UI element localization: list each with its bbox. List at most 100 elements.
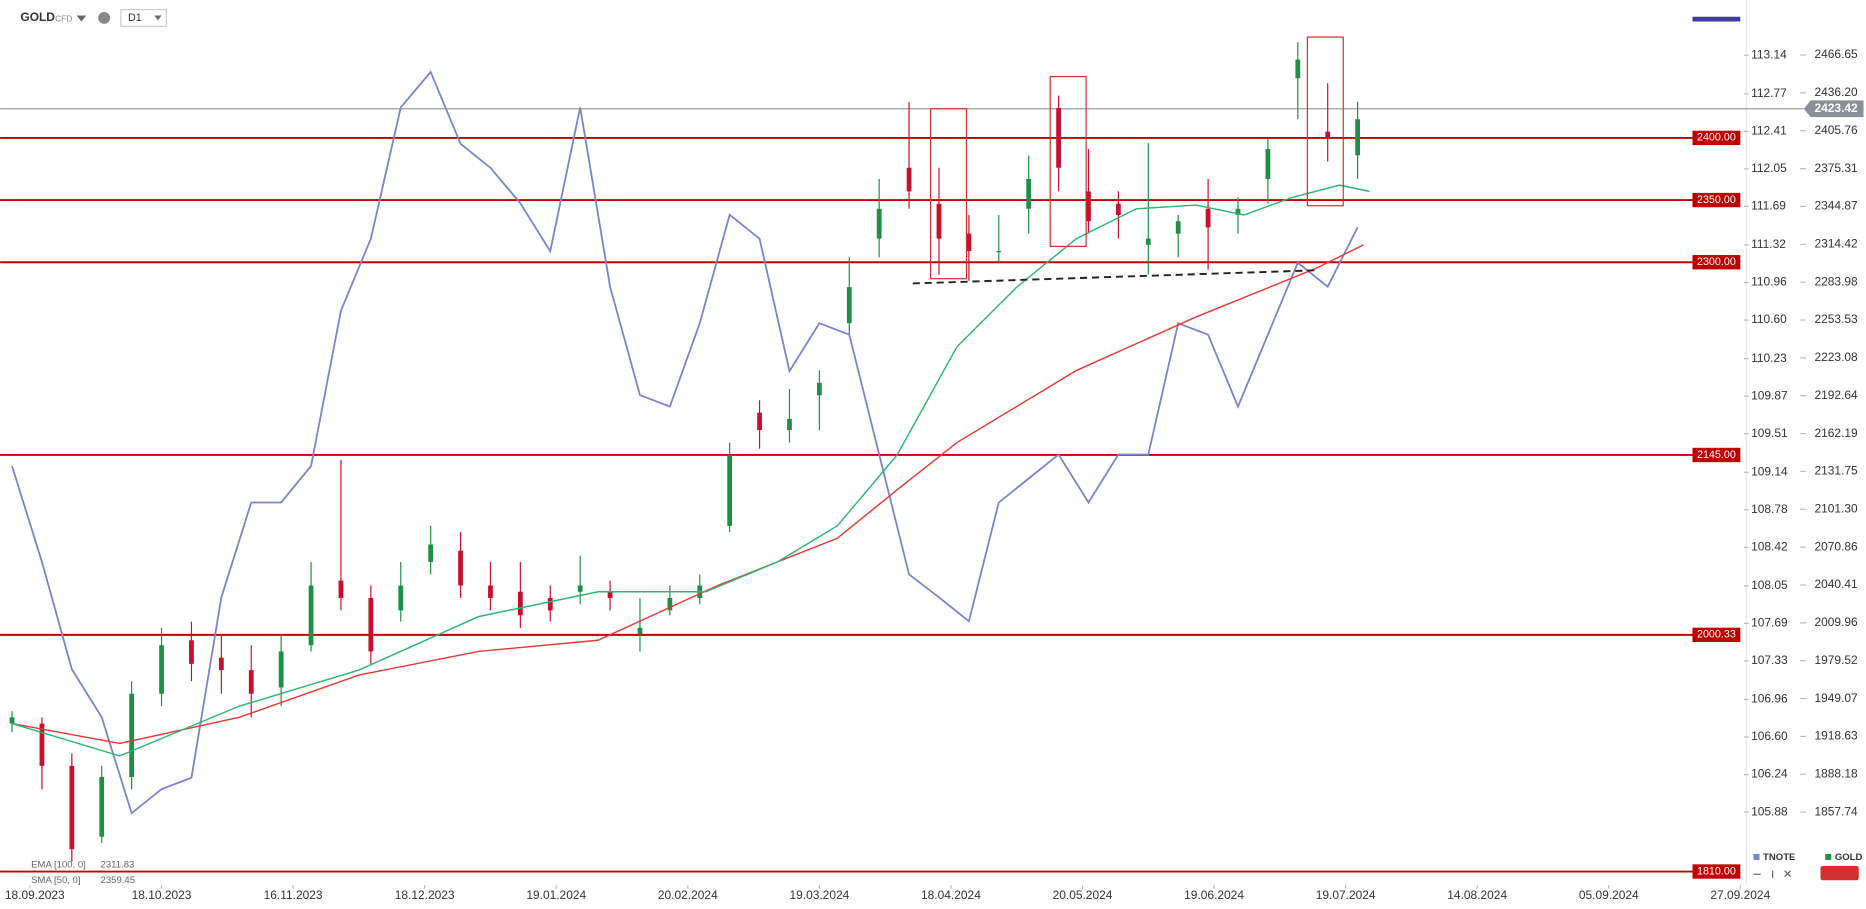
x-tick-label: 18.09.2023 xyxy=(5,888,65,902)
x-tick-label: 14.08.2024 xyxy=(1447,888,1507,902)
candle-body xyxy=(99,777,105,837)
candle-body xyxy=(308,585,314,646)
close-button[interactable] xyxy=(1820,865,1859,881)
y2-tick-label: 113.14 xyxy=(1751,47,1787,61)
timeframe-select[interactable] xyxy=(120,8,167,27)
x-tick-label: 27.09.2024 xyxy=(1710,888,1770,902)
y2-tick-label: 110.23 xyxy=(1751,351,1787,365)
candle-body xyxy=(1265,149,1271,179)
y-tick-label: 2192.64 xyxy=(1814,388,1858,402)
candle-body xyxy=(129,693,135,778)
x-tick-label: 18.12.2023 xyxy=(395,888,455,902)
y-tick-label: 1979.52 xyxy=(1814,653,1858,667)
candle-body xyxy=(936,203,942,239)
candle-body xyxy=(816,382,822,396)
timeframe-arrow xyxy=(154,15,162,21)
candle-body xyxy=(787,418,792,431)
candle-body xyxy=(1086,191,1091,222)
timeframe: D1 xyxy=(128,12,142,24)
market: CFD xyxy=(55,13,72,23)
candle-body xyxy=(1325,131,1331,138)
level-label-box xyxy=(1692,130,1741,146)
candle-body xyxy=(906,167,912,192)
trend-line xyxy=(912,269,1316,285)
y2-tick-label: 109.51 xyxy=(1751,426,1788,440)
candle-body xyxy=(9,717,15,724)
y2-tick-label: 105.88 xyxy=(1751,804,1788,818)
level-label-box xyxy=(1692,627,1741,643)
y-tick-label: 2101.30 xyxy=(1814,501,1858,515)
indicator-value: 2359.45 xyxy=(101,875,136,886)
y-tick-label: 2283.98 xyxy=(1814,274,1858,288)
pattern-box xyxy=(1306,36,1344,207)
level-label: 2145.00 xyxy=(1697,449,1736,461)
y-tick-label: 2162.19 xyxy=(1814,426,1858,440)
candle-body xyxy=(1235,208,1241,215)
x-tick-label: 18.04.2024 xyxy=(921,888,981,902)
candle-body xyxy=(517,591,523,616)
candle-body xyxy=(248,670,254,694)
annotations xyxy=(912,36,1344,285)
y-tick-label: 1918.63 xyxy=(1814,729,1858,743)
candle-body xyxy=(757,412,762,431)
y-tick-label: 2466.65 xyxy=(1814,47,1858,61)
x-tick-label: 19.07.2024 xyxy=(1316,888,1376,902)
candle-body xyxy=(1115,203,1121,215)
y2-tick-label: 112.05 xyxy=(1751,161,1787,175)
candle-body xyxy=(876,208,882,239)
level-label: 1810.00 xyxy=(1697,865,1736,877)
level-label: 2000.33 xyxy=(1697,629,1736,641)
y2-tick-label: 112.41 xyxy=(1751,124,1787,138)
plot-area xyxy=(0,42,1804,873)
x-tick-label: 16.11.2023 xyxy=(264,888,323,902)
y2-tick-label: 108.05 xyxy=(1751,578,1788,592)
candle-body xyxy=(218,657,224,671)
symbol-dropdown[interactable] xyxy=(76,15,87,22)
x-tick-label: 19.06.2024 xyxy=(1184,888,1244,902)
level-label-box xyxy=(1692,255,1741,270)
y-tick-label: 2131.75 xyxy=(1814,464,1858,478)
candle-body xyxy=(1355,119,1360,156)
candle-body xyxy=(607,591,613,598)
y2-tick-label: 109.14 xyxy=(1751,464,1788,478)
candle-body xyxy=(278,651,284,688)
y2-tick-label: 110.60 xyxy=(1751,312,1787,326)
y2-tick-label: 108.42 xyxy=(1751,539,1788,553)
candle-body xyxy=(727,454,733,526)
level-label: 2350.00 xyxy=(1697,194,1736,206)
level-label: 2300.00 xyxy=(1697,256,1736,268)
x-tick-label: 18.10.2023 xyxy=(132,888,192,902)
x-tick-label: 19.03.2024 xyxy=(789,888,849,902)
candle-body xyxy=(1026,178,1032,209)
legend-swatch xyxy=(1753,853,1760,860)
pattern-box xyxy=(930,108,968,280)
y-tick-label: 2009.96 xyxy=(1814,615,1858,629)
candle-body xyxy=(667,597,673,611)
y2-tick-label: 106.24 xyxy=(1751,767,1788,781)
candle-body xyxy=(189,640,194,664)
y-tick-label: 2344.87 xyxy=(1814,199,1858,213)
x-tick-label: 19.01.2024 xyxy=(526,888,586,902)
candle-body xyxy=(547,597,553,611)
series-controls[interactable] xyxy=(1753,870,1791,878)
y-tick-label: 1888.18 xyxy=(1814,766,1858,780)
y2-tick-label: 111.32 xyxy=(1751,237,1786,251)
legend-label: TNOTE xyxy=(1763,852,1795,863)
candle-body xyxy=(368,597,374,652)
candle-body xyxy=(966,233,972,252)
x-tick-label: 20.02.2024 xyxy=(658,888,718,902)
symbol: GOLD xyxy=(20,10,55,24)
y-tick-label: 1949.07 xyxy=(1814,691,1858,705)
indicator-name: EMA [100, 0] xyxy=(31,859,86,870)
last-price-label: 2423.42 xyxy=(1814,101,1858,115)
candle-body xyxy=(846,287,852,324)
y-tick-label: 1857.74 xyxy=(1814,804,1858,818)
candle-body xyxy=(1175,221,1181,234)
legend-label: GOLD xyxy=(1835,852,1863,863)
y-tick-label: 2436.20 xyxy=(1814,85,1858,99)
y2-tick-label: 106.96 xyxy=(1751,692,1788,706)
level-label-box xyxy=(1692,447,1741,463)
y2-tick-label: 107.33 xyxy=(1751,653,1788,667)
info-icon[interactable] xyxy=(98,11,111,24)
candle-body xyxy=(577,585,583,592)
